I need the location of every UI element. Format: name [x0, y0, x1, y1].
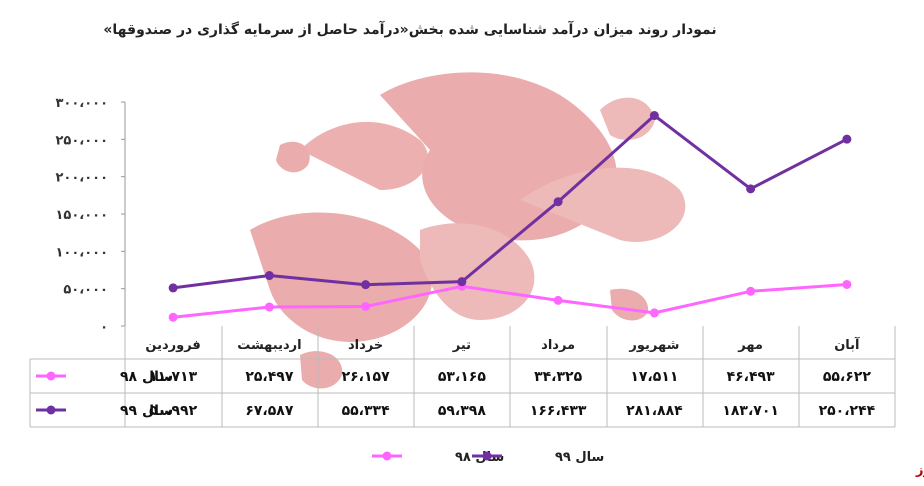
- table-cell-value: ۲۸۱،۸۸۴: [626, 403, 683, 419]
- source-label: بورس نیوز: [915, 463, 924, 478]
- table-cell-value: ۴۶،۴۹۳: [727, 369, 775, 385]
- row-legend-marker: [46, 371, 56, 381]
- data-point: [168, 312, 178, 322]
- series-line: [172, 283, 848, 319]
- data-point: [649, 111, 659, 121]
- data-point: [842, 134, 852, 144]
- y-tick-label: ۲۵۰،۰۰۰: [55, 133, 108, 148]
- row-series-label: سال ۹۹: [120, 403, 173, 419]
- chart-title: نمودار روند میزان درآمد شناسایی شده بخش«…: [103, 20, 716, 38]
- category-label: شهریور: [628, 338, 679, 353]
- data-point: [553, 197, 563, 207]
- table-cell-value: ۳۴،۳۲۵: [534, 369, 582, 385]
- table-cell-value: ۵۹،۳۹۸: [438, 403, 486, 419]
- table-cell-value: ۲۵۰،۲۴۴: [819, 403, 876, 419]
- data-table: [29, 326, 896, 428]
- y-tick-label: ۱۵۰،۰۰۰: [55, 208, 108, 223]
- category-labels: آبان مهر شهریور مرداد تیر خرداد اردیبهشت فروردی…: [145, 336, 860, 353]
- row-series-label: سال ۹۸: [120, 369, 173, 385]
- data-point: [842, 279, 852, 289]
- legend-label: سال ۹۹: [555, 450, 604, 465]
- y-tick-label: ۲۰۰،۰۰۰: [55, 171, 108, 186]
- category-label: مرداد: [541, 338, 575, 353]
- data-point: [264, 271, 274, 281]
- category-label: خرداد: [348, 338, 383, 353]
- data-point: [457, 277, 467, 287]
- category-label: اردیبهشت: [237, 338, 301, 353]
- watermark-logo: [250, 72, 686, 389]
- table-row-labels: سال ۹۸ سال ۹۹: [36, 369, 173, 419]
- data-point: [264, 302, 274, 312]
- table-cell-value: ۲۵،۴۹۷: [245, 369, 293, 385]
- data-point: [746, 184, 756, 194]
- legend-marker: [382, 451, 392, 461]
- data-point: [746, 286, 756, 296]
- table-cell-value: ۱۸۳،۷۰۱: [722, 403, 779, 419]
- category-label: تیر: [452, 338, 471, 353]
- y-axis-ticks: ۳۰۰،۰۰۰ ۲۵۰،۰۰۰ ۲۰۰،۰۰۰ ۱۵۰،۰۰۰ ۱۰۰،۰۰۰ ۵۰،۰۰…: [55, 96, 125, 335]
- table-cell-value: ۵۵،۶۲۲: [823, 369, 871, 385]
- table-cell-value: ۵۵،۳۳۴: [342, 403, 390, 419]
- data-point: [553, 295, 563, 305]
- table-cell-value: ۵۰،۹۹۲: [149, 403, 197, 419]
- y-tick-label: ۵۰،۰۰۰: [63, 283, 108, 298]
- table-cell-value: ۵۳،۱۶۵: [438, 369, 486, 385]
- category-label: آبان: [834, 336, 860, 353]
- y-tick-label: ۰: [100, 320, 108, 335]
- table-cell-value: ۱۷،۵۱۱: [630, 369, 678, 385]
- table-cell-value: ۱۶۶،۴۳۳: [530, 403, 587, 419]
- y-tick-label: ۱۰۰،۰۰۰: [55, 245, 108, 260]
- category-label: مهر: [737, 338, 763, 353]
- table-cell-value: ۶۷،۵۸۷: [245, 403, 293, 419]
- data-point: [361, 301, 371, 311]
- category-label: فروردین: [145, 338, 200, 353]
- row-legend-marker: [46, 405, 56, 415]
- data-point: [361, 280, 371, 290]
- y-tick-label: ۳۰۰،۰۰۰: [55, 96, 108, 111]
- legend-marker: [482, 451, 492, 461]
- series-lines: [168, 111, 852, 322]
- data-point: [168, 283, 178, 293]
- data-point: [649, 308, 659, 318]
- table-cells: ۵۵،۶۲۲ ۴۶،۴۹۳ ۱۷،۵۱۱ ۳۴،۳۲۵ ۵۳،۱۶۵ ۲۶،۱۵۷ ۲۵،۴…: [149, 369, 876, 419]
- table-cell-value: ۲۶،۱۵۷: [342, 369, 390, 385]
- table-cell-value: ۱۱،۷۱۳: [149, 369, 197, 385]
- series-line: [172, 114, 848, 290]
